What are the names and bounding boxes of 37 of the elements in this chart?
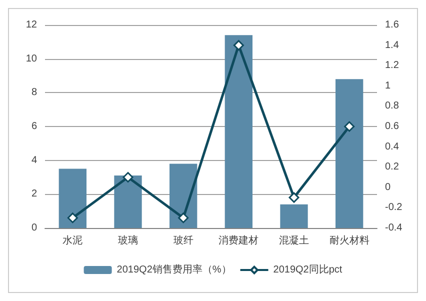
bar <box>114 176 142 228</box>
y2-tick-label: 0.6 <box>385 121 400 132</box>
y-tick-label: 12 <box>26 20 38 30</box>
bar <box>58 168 86 228</box>
y2-tick-label: 0.2 <box>385 162 400 173</box>
x-tick-label: 耐火材料 <box>329 234 370 246</box>
y-tick-label: 6 <box>31 121 38 132</box>
point <box>344 121 355 132</box>
y-tick-label: 2 <box>31 188 38 200</box>
point <box>233 40 244 51</box>
y2-tick-label: 0 <box>385 182 391 193</box>
bar <box>280 204 308 228</box>
y2-tick-label: -0.2 <box>385 202 403 214</box>
y2-tick-label: 1 <box>385 80 391 92</box>
bar <box>224 35 252 228</box>
x-tick-label: 水泥 <box>62 234 83 246</box>
point <box>178 212 189 224</box>
x-tick-label: 混凝土 <box>279 234 309 246</box>
y2-tick-label: 1.6 <box>385 20 400 30</box>
y-tick-label: 10 <box>26 53 38 64</box>
y-tick-label: 8 <box>31 87 38 98</box>
bar <box>336 79 364 228</box>
y2-tick-label: 1.2 <box>385 60 400 72</box>
x-tick-label: 玻璃 <box>118 234 138 246</box>
point <box>288 192 300 203</box>
y-tick-label: 4 <box>31 154 38 166</box>
point <box>122 172 134 182</box>
legend-label: 2019Q2同比pct <box>273 264 342 276</box>
y-tick-label: 0 <box>31 222 38 234</box>
y2-tick-label: 0.4 <box>385 141 400 152</box>
y2-tick-label: 1.4 <box>385 40 400 51</box>
x-tick-label: 消费建材 <box>218 234 259 246</box>
x-tick-label: 玻纤 <box>173 234 194 246</box>
legend-label: 2019Q2销售费用率（%） <box>116 264 232 276</box>
point <box>67 212 78 224</box>
y2-tick-label: -0.4 <box>385 222 403 234</box>
y2-tick-label: 0.8 <box>385 100 400 112</box>
